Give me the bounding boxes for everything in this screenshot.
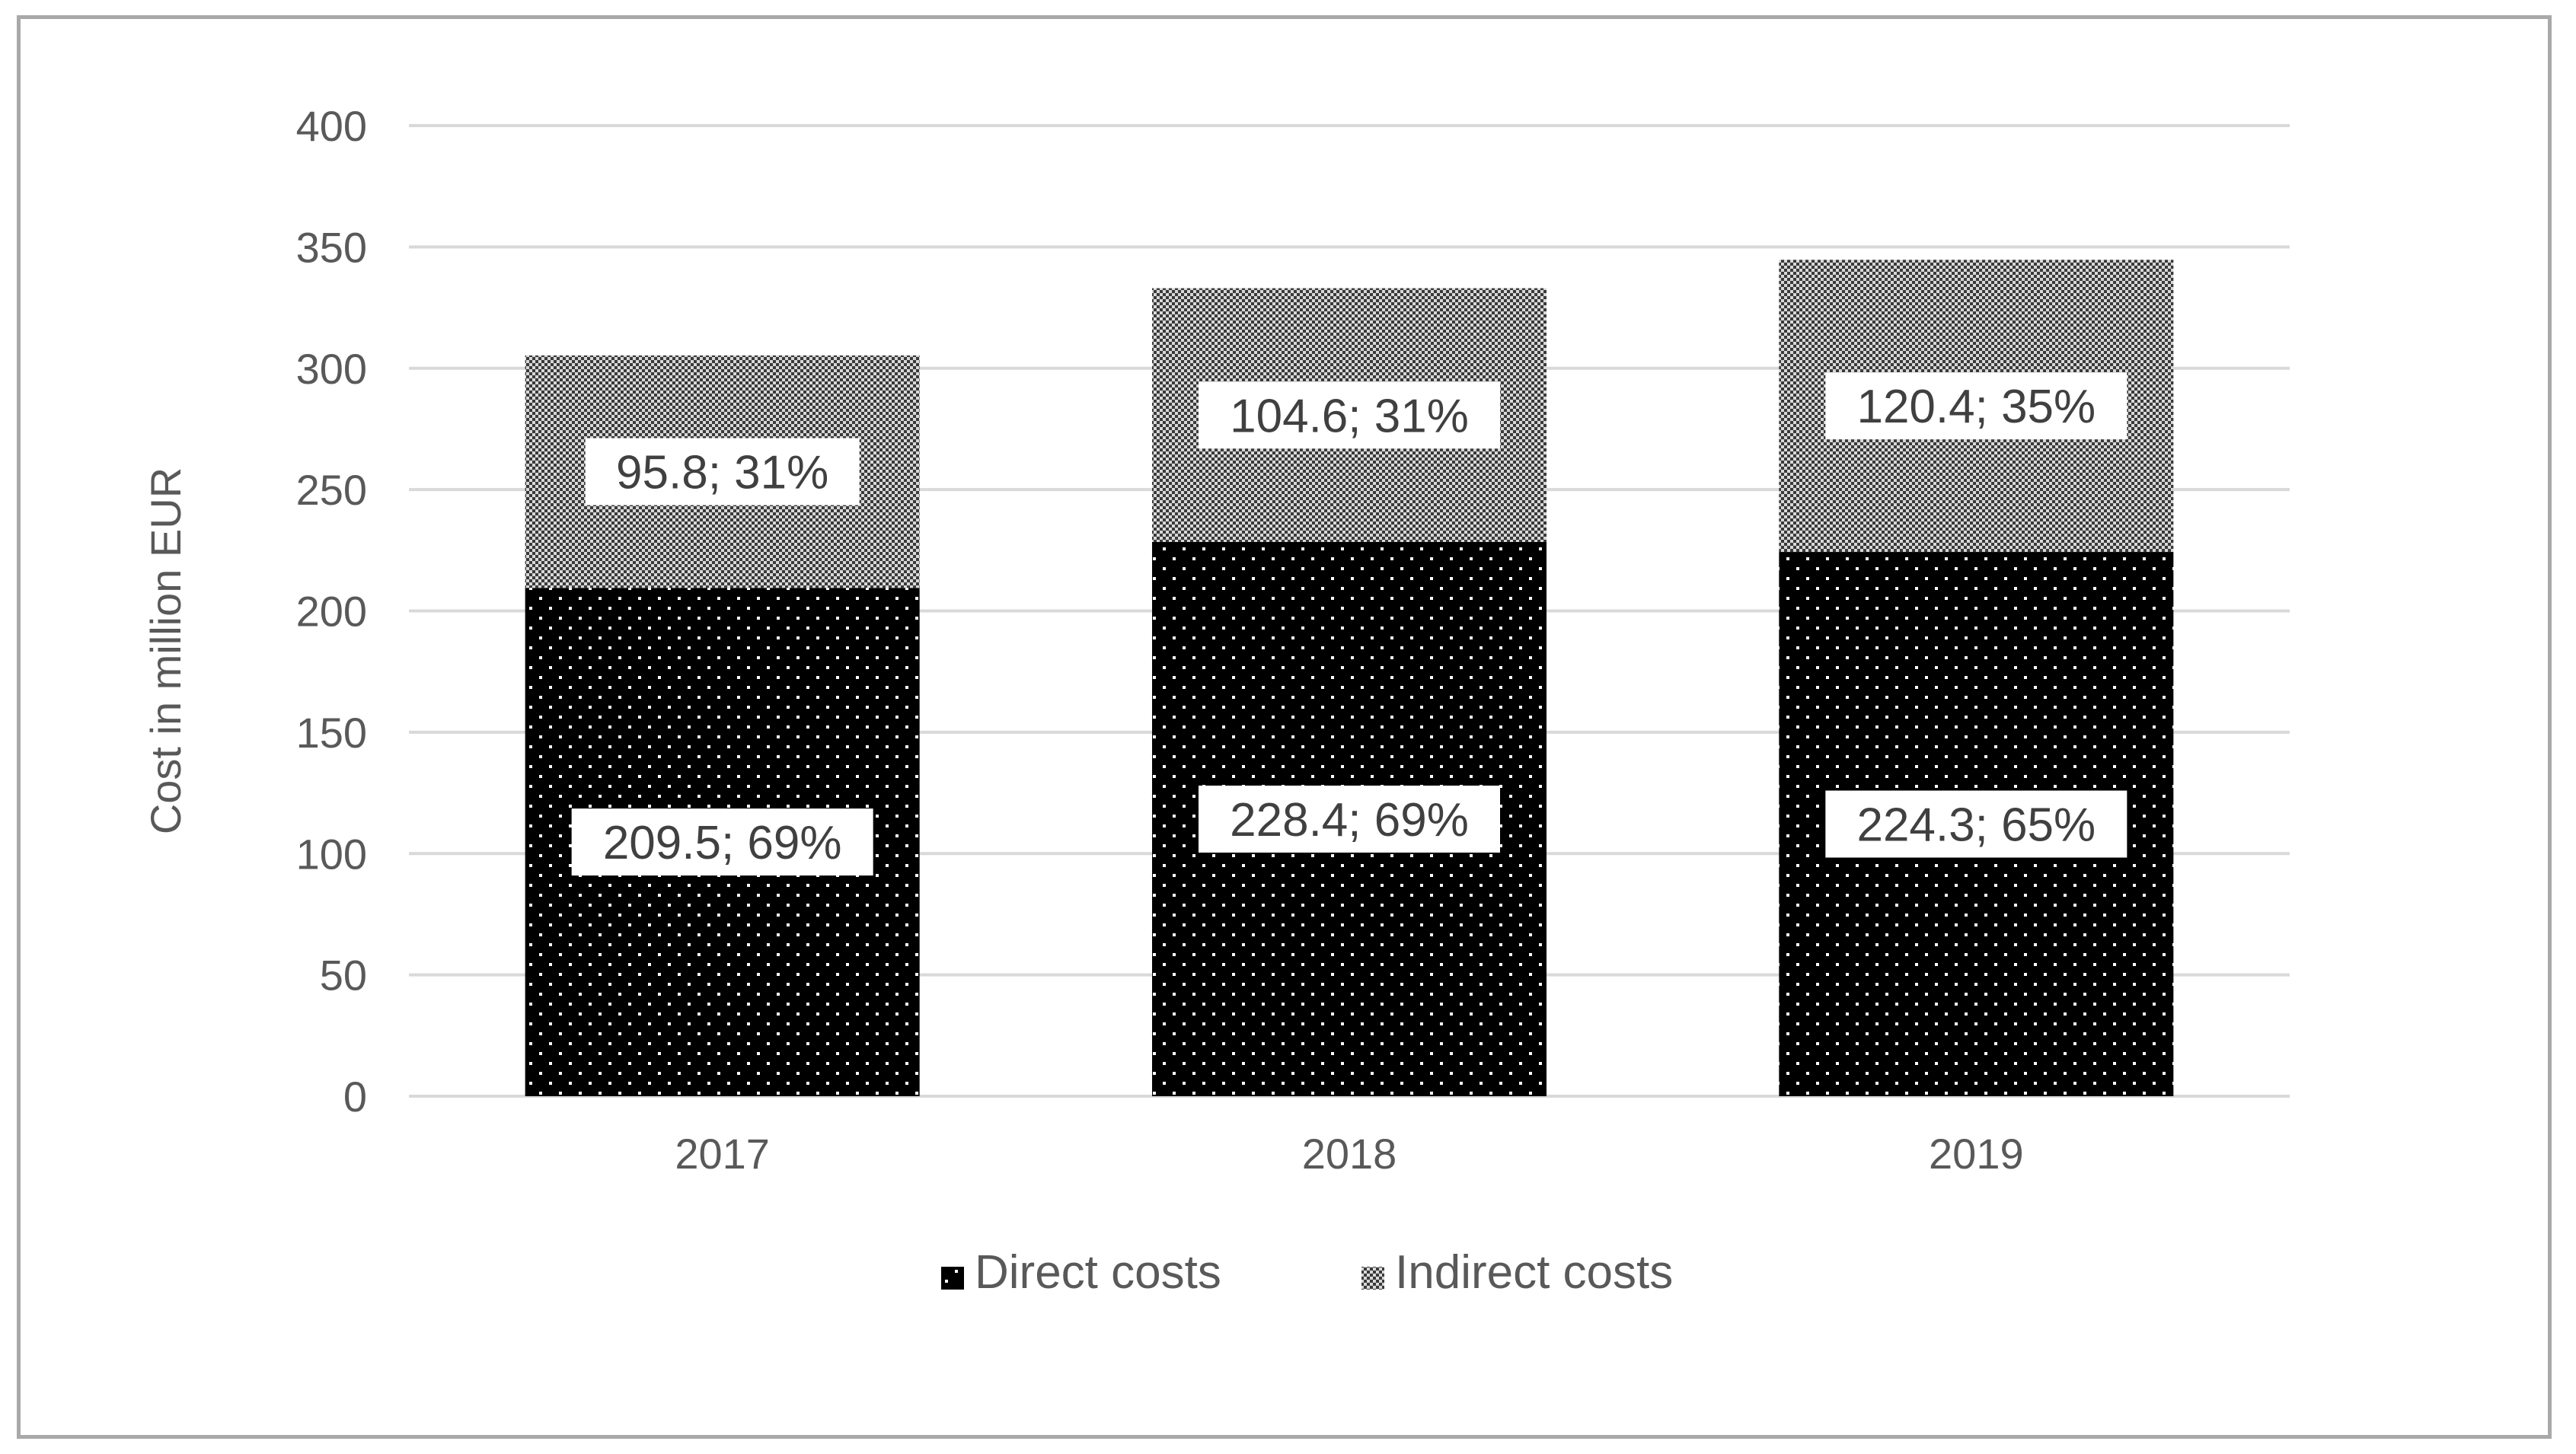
y-tick-label: 100 <box>296 830 367 878</box>
y-tick-label: 300 <box>296 345 367 393</box>
y-tick-label: 350 <box>296 223 367 271</box>
y-tick-label: 250 <box>296 466 367 514</box>
data-label-box <box>1199 785 1500 853</box>
y-axis-title: Cost in million EUR <box>142 467 190 834</box>
legend: Direct costs Indirect costs <box>941 1246 1673 1299</box>
data-label: 224.3; 65% <box>1856 799 2096 852</box>
x-tick-label: 2019 <box>1929 1130 2024 1178</box>
data-labels: 209.5; 69% 95.8; 31% 228.4; 69% 104.6; 31% 2… <box>571 372 2128 876</box>
data-label: 104.6; 31% <box>1230 390 1469 442</box>
y-tick-label: 200 <box>296 588 367 636</box>
y-tick-label: 0 <box>343 1073 367 1121</box>
legend-swatch-indirect <box>1361 1267 1384 1290</box>
legend-label: Indirect costs <box>1395 1246 1673 1299</box>
chart-frame: 0 50 100 150 200 250 300 350 400 Cost in million… <box>17 15 2552 1439</box>
y-axis-ticks: 0 50 100 150 200 250 300 350 400 <box>296 102 367 1121</box>
x-tick-label: 2018 <box>1302 1130 1397 1178</box>
legend-swatch-direct <box>941 1267 964 1290</box>
data-label-box <box>585 438 860 505</box>
data-label-box <box>571 808 873 876</box>
x-tick-label: 2017 <box>675 1130 770 1178</box>
data-label-box <box>1199 381 1500 449</box>
y-tick-label: 50 <box>320 952 367 1000</box>
y-tick-label: 150 <box>296 709 367 757</box>
data-label-box <box>1825 372 2128 440</box>
data-label: 120.4; 35% <box>1856 381 2096 433</box>
y-tick-label: 400 <box>296 102 367 150</box>
legend-label: Direct costs <box>975 1246 1221 1299</box>
data-label: 95.8; 31% <box>616 447 828 499</box>
x-axis-ticks: 2017 2018 2019 <box>675 1130 2023 1178</box>
data-label: 228.4; 69% <box>1230 794 1469 847</box>
stacked-bar-chart: 0 50 100 150 200 250 300 350 400 Cost in million… <box>142 102 2290 1299</box>
data-label-box <box>1825 790 2128 858</box>
data-label: 209.5; 69% <box>603 817 842 869</box>
